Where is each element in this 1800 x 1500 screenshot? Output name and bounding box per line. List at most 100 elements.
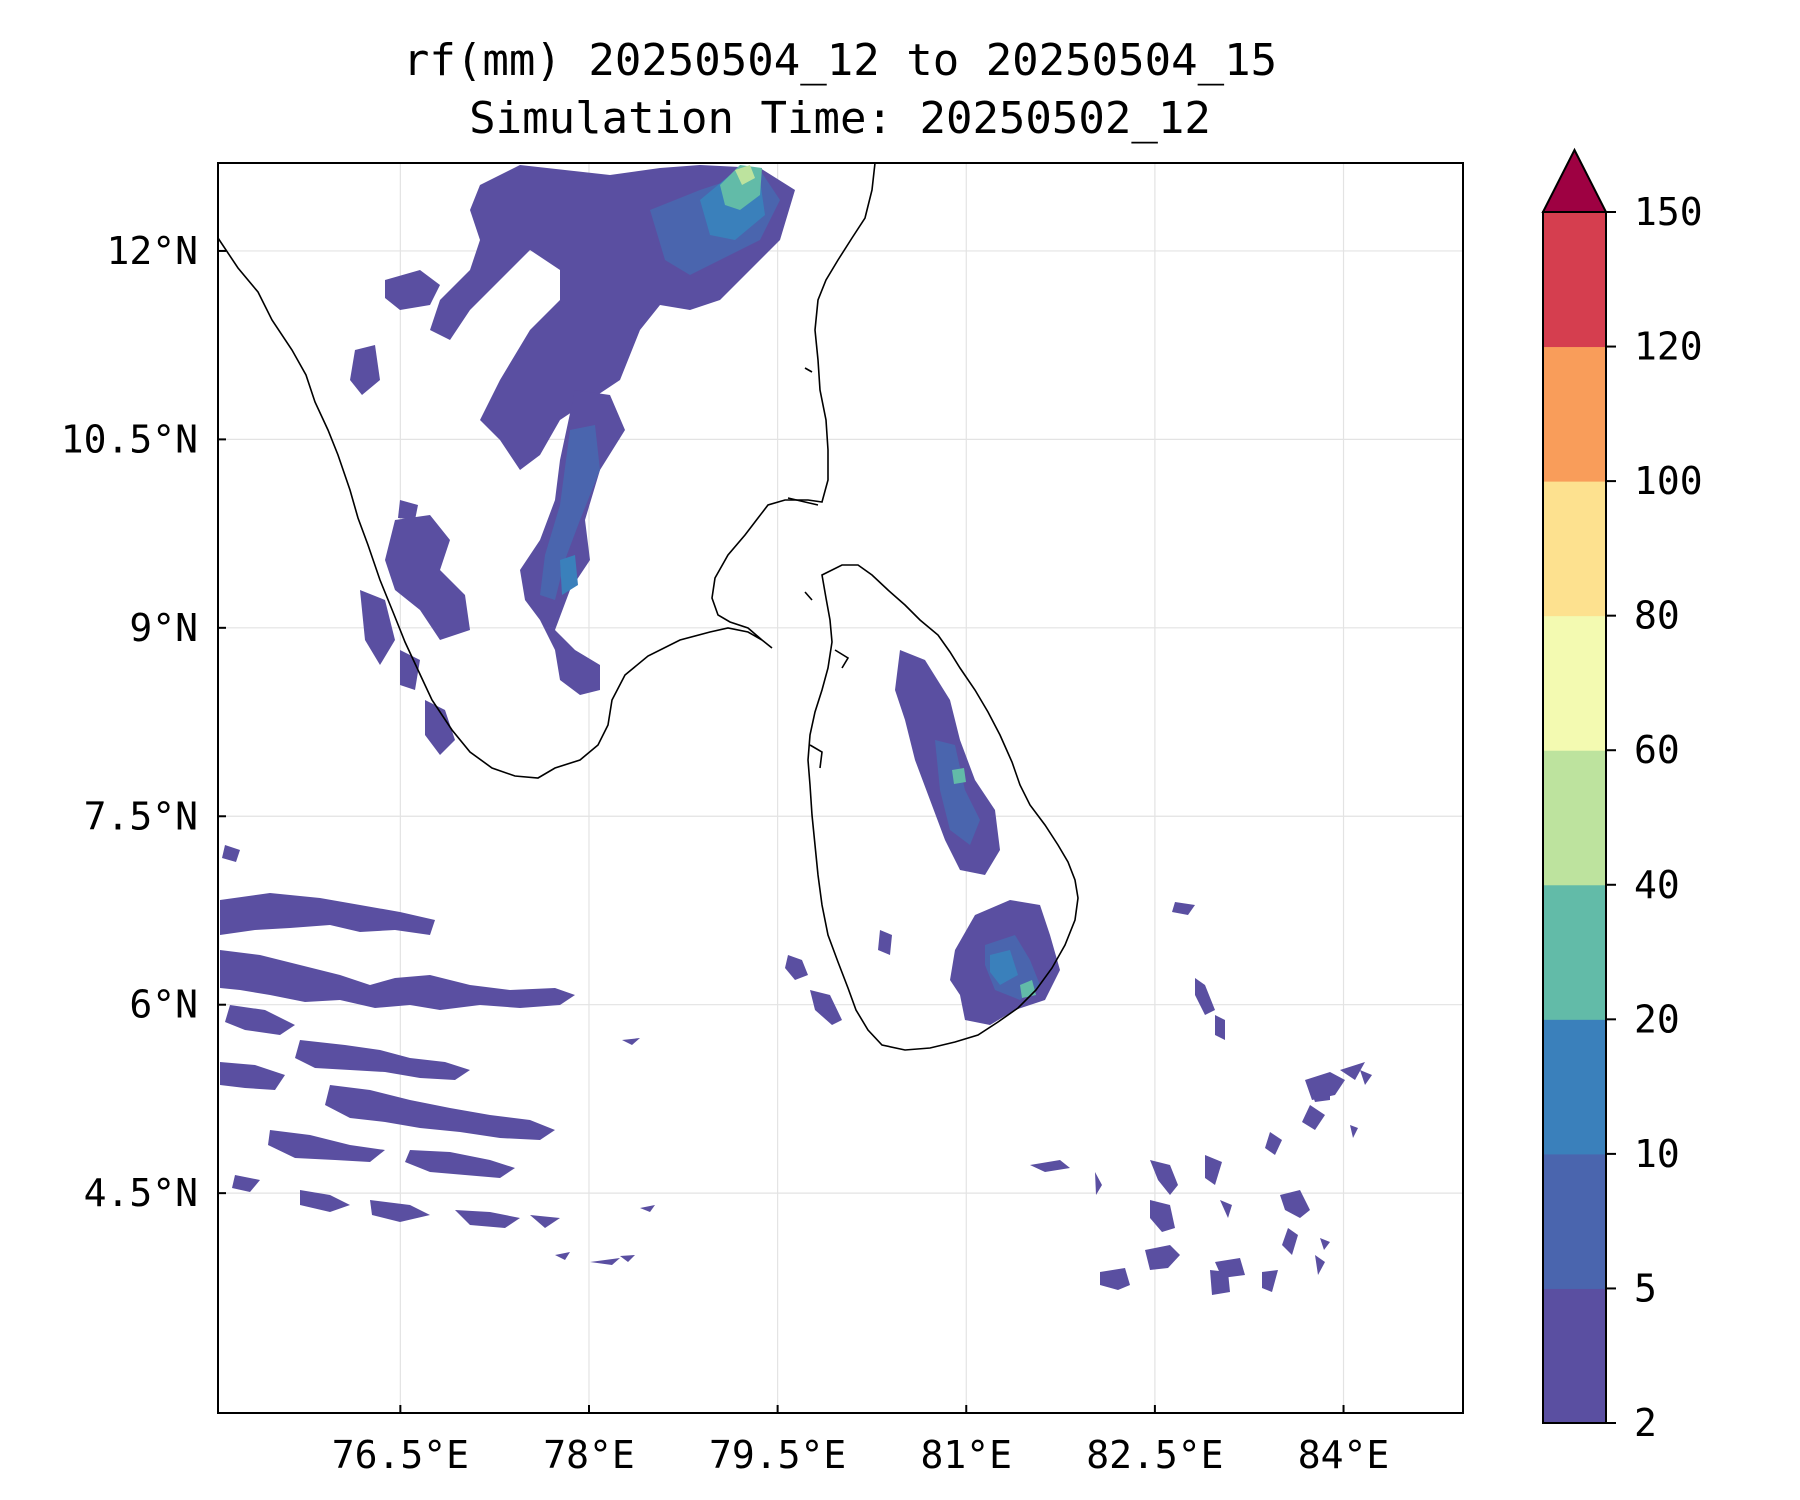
colorbar-bin [1543, 1288, 1606, 1424]
x-tick-label: 78°E [543, 1433, 635, 1477]
coast-detail [809, 744, 823, 769]
x-tick-label: 81°E [920, 1433, 1012, 1477]
coast-detail [804, 591, 813, 601]
rain-area [1172, 902, 1195, 915]
rain-area [1210, 1270, 1230, 1295]
y-axis-ticks: 12°N 10.5°N 9°N 7.5°N 6°N 4.5°N [61, 229, 226, 1215]
rain-area [405, 1150, 515, 1178]
colorbar-bin [1543, 212, 1606, 348]
rain-area [990, 950, 1018, 985]
rain-area [385, 515, 470, 640]
colorbar-label: 2 [1634, 1401, 1657, 1445]
rain-area [220, 893, 435, 935]
rain-area [1340, 1062, 1365, 1080]
rain-area [1215, 1015, 1225, 1040]
rain-area [735, 165, 755, 185]
colorbar-bin [1543, 750, 1606, 886]
rain-area [1350, 1125, 1358, 1138]
colorbar-bin [1543, 346, 1606, 482]
colorbar: 2 5 10 20 40 60 80 100 120 150 [1541, 147, 1703, 1445]
rain-area [555, 1252, 570, 1260]
coastlines [218, 163, 1079, 1051]
rain-area [620, 1255, 635, 1262]
rain-area [1320, 1238, 1330, 1250]
colorbar-label: 5 [1634, 1266, 1657, 1310]
y-tick-label: 12°N [106, 229, 198, 273]
rain-area [385, 270, 440, 310]
rain-area [640, 1205, 655, 1212]
colorbar-label: 150 [1634, 190, 1703, 234]
colorbar-extend-arrow [1541, 147, 1608, 213]
map-subtitle: Simulation Time: 20250502_12 [469, 93, 1211, 144]
rain-area [1262, 1270, 1278, 1292]
colorbar-label: 120 [1634, 325, 1703, 369]
rain-area [1310, 1080, 1330, 1102]
rain-area [540, 425, 600, 600]
rain-area [1100, 1268, 1130, 1290]
map-background [218, 163, 1463, 1413]
coast-detail [787, 497, 819, 506]
map-panel: 76.5°E 78°E 79.5°E 81°E 82.5°E 84°E 12°N 10.5°… [61, 162, 1464, 1477]
rain-area [350, 345, 380, 395]
rain-area [425, 700, 455, 755]
colorbar-label: 40 [1634, 863, 1680, 907]
rain-area [370, 1200, 430, 1222]
colorbar-bin [1543, 481, 1606, 617]
rain-area [1030, 1160, 1070, 1172]
colorbar-bin [1543, 1153, 1606, 1289]
rain-area [1302, 1105, 1325, 1130]
rain-area [560, 555, 578, 595]
y-tick-label: 9°N [129, 606, 198, 650]
rain-area [232, 1175, 260, 1192]
rain-area [785, 955, 808, 980]
colorbar-label: 20 [1634, 997, 1680, 1041]
colorbar-label: 100 [1634, 459, 1703, 503]
rain-area [222, 845, 240, 862]
colorbar-frame [1542, 211, 1607, 1424]
sri-lanka-coastline [807, 564, 1079, 1051]
rain-area [400, 650, 420, 690]
rain-area [300, 1190, 350, 1212]
colorbar-label: 80 [1634, 594, 1680, 638]
rain-area [1265, 1132, 1282, 1155]
colorbar-bin [1543, 615, 1606, 751]
coast-detail [834, 649, 850, 669]
rain-area [325, 1085, 555, 1140]
y-tick-label: 6°N [129, 983, 198, 1027]
coast-detail [804, 367, 813, 373]
rain-area [1150, 1200, 1175, 1232]
rain-area [220, 950, 575, 1010]
rain-area [1360, 1070, 1372, 1085]
y-tick-label: 10.5°N [61, 417, 198, 461]
y-tick-label: 7.5°N [84, 794, 198, 838]
rain-area [590, 1258, 620, 1265]
rain-area [810, 990, 842, 1025]
rain-area [360, 590, 395, 665]
rain-area [1095, 1172, 1102, 1195]
rain-area [878, 930, 892, 955]
rain-area [1220, 1200, 1232, 1218]
rain-area [220, 1062, 285, 1090]
map-frame [217, 162, 1464, 1414]
colorbar-bin [1543, 884, 1606, 1020]
rain-area [268, 1130, 385, 1162]
rain-area [1205, 1155, 1222, 1185]
rain-area [1282, 1228, 1298, 1255]
x-tick-label: 82.5°E [1086, 1433, 1223, 1477]
map-title: rf(mm) 20250504_12 to 20250504_15 [403, 35, 1277, 86]
rain-area [622, 1038, 640, 1045]
x-tick-label: 84°E [1298, 1433, 1390, 1477]
colorbar-label: 60 [1634, 728, 1680, 772]
rain-area [1280, 1190, 1310, 1218]
rain-area [1315, 1255, 1325, 1275]
rain-area [1195, 978, 1215, 1015]
rain-area [295, 1040, 470, 1080]
rain-area [1145, 1245, 1180, 1270]
x-axis-ticks: 76.5°E 78°E 79.5°E 81°E 82.5°E 84°E [332, 1405, 1390, 1477]
x-tick-label: 79.5°E [709, 1433, 846, 1477]
rain-area [398, 500, 418, 520]
rain-area [225, 1005, 295, 1035]
rain-area [935, 740, 980, 845]
rain-area [952, 768, 966, 784]
rain-area [455, 1210, 520, 1228]
